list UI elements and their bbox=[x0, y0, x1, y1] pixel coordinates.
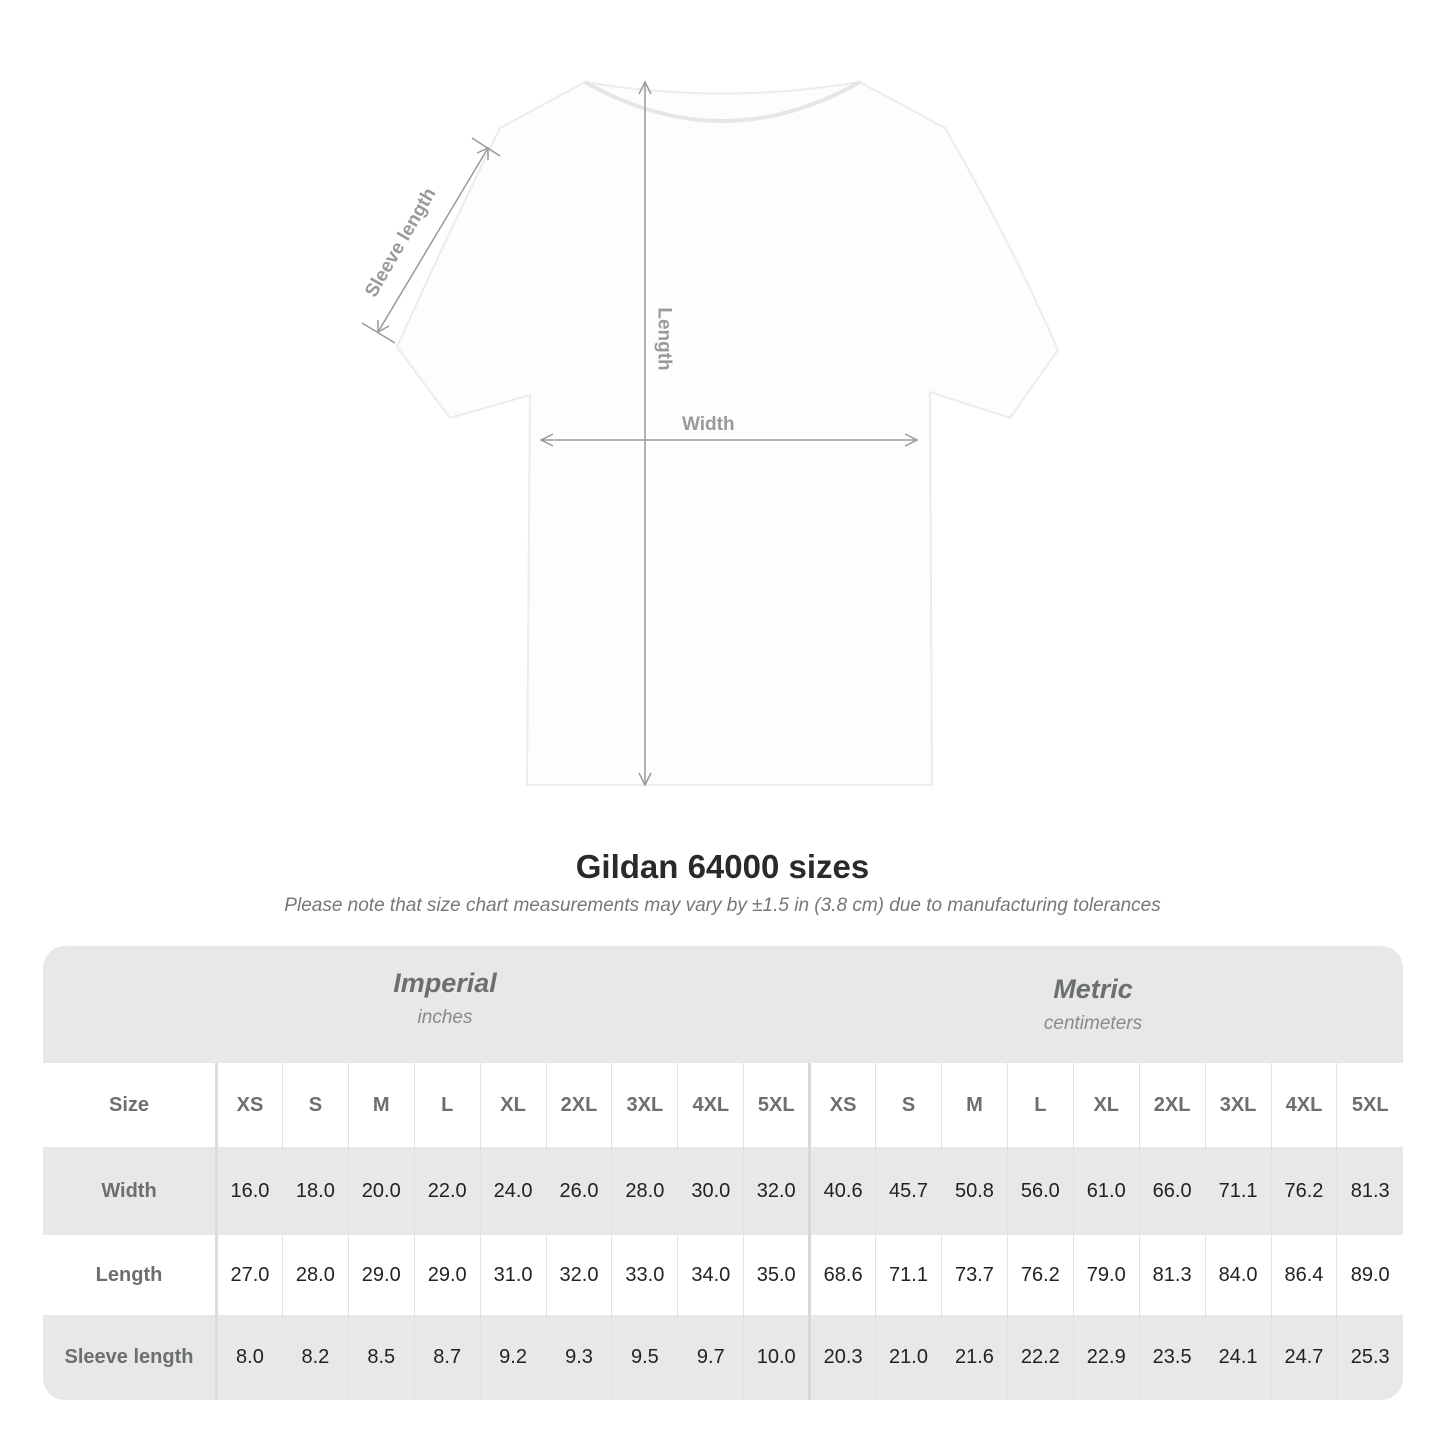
metric-value-cell: 23.5 bbox=[1138, 1315, 1206, 1400]
imperial-size-XL: XL bbox=[479, 1063, 547, 1147]
metric-value-cell: 84.0 bbox=[1204, 1235, 1271, 1315]
imperial-value-cell: 9.5 bbox=[611, 1315, 678, 1400]
imperial-size-3XL: 3XL bbox=[611, 1063, 678, 1147]
imperial-value-cell: 32.0 bbox=[743, 1147, 810, 1235]
imperial-size-XS: XS bbox=[216, 1063, 283, 1147]
imperial-value-cell: 9.2 bbox=[479, 1315, 547, 1400]
length-label: Length bbox=[653, 307, 675, 371]
metric-value-cell: 71.1 bbox=[875, 1235, 942, 1315]
metric-value-cell: 21.0 bbox=[875, 1315, 942, 1400]
width-label: Width bbox=[682, 414, 735, 435]
imperial-value-cell: 33.0 bbox=[611, 1235, 678, 1315]
imperial-size-L: L bbox=[413, 1063, 481, 1147]
imperial-value-cell: 9.3 bbox=[545, 1315, 612, 1400]
metric-size-XS: XS bbox=[808, 1063, 876, 1147]
imperial-value-cell: 29.0 bbox=[413, 1235, 481, 1315]
imperial-size-2XL: 2XL bbox=[545, 1063, 612, 1147]
metric-size-L: L bbox=[1006, 1063, 1074, 1147]
metric-title: Metric bbox=[1053, 974, 1133, 1004]
imperial-value-cell: 18.0 bbox=[281, 1147, 349, 1235]
metric-size-5XL: 5XL bbox=[1336, 1063, 1403, 1147]
size-header-row: Size XS S M L XL 2XL 3XL 4XL 5XL XS S M L XL 2XL 3XL 4XL 5… bbox=[43, 1063, 1403, 1147]
imperial-size-M: M bbox=[347, 1063, 415, 1147]
metric-value-cell: 20.3 bbox=[808, 1315, 876, 1400]
imperial-value-cell: 9.7 bbox=[677, 1315, 744, 1400]
metric-size-M: M bbox=[940, 1063, 1008, 1147]
metric-size-4XL: 4XL bbox=[1270, 1063, 1337, 1147]
metric-value-cell: 40.6 bbox=[808, 1147, 876, 1235]
imperial-value-cell: 24.0 bbox=[479, 1147, 547, 1235]
tshirt-diagram bbox=[361, 80, 1060, 787]
imperial-value-cell: 27.0 bbox=[216, 1235, 283, 1315]
tshirt-collar bbox=[584, 80, 861, 123]
imperial-value-cell: 10.0 bbox=[743, 1315, 810, 1400]
metric-value-cell: 86.4 bbox=[1270, 1235, 1337, 1315]
imperial-value-cell: 26.0 bbox=[545, 1147, 612, 1235]
imperial-size-4XL: 4XL bbox=[677, 1063, 744, 1147]
size-row-label: Size bbox=[43, 1063, 218, 1147]
metric-value-cell: 81.3 bbox=[1336, 1147, 1403, 1235]
imperial-size-S: S bbox=[281, 1063, 349, 1147]
metric-value-cell: 68.6 bbox=[808, 1235, 876, 1315]
metric-size-2XL: 2XL bbox=[1138, 1063, 1206, 1147]
metric-value-cell: 21.6 bbox=[940, 1315, 1008, 1400]
imperial-value-cell: 22.0 bbox=[413, 1147, 481, 1235]
imperial-value-cell: 30.0 bbox=[677, 1147, 744, 1235]
imperial-value-cell: 32.0 bbox=[545, 1235, 612, 1315]
metric-value-cell: 61.0 bbox=[1072, 1147, 1140, 1235]
row-label: Width bbox=[43, 1147, 218, 1235]
metric-value-cell: 81.3 bbox=[1138, 1235, 1206, 1315]
imperial-value-cell: 34.0 bbox=[677, 1235, 744, 1315]
imperial-value-cell: 8.5 bbox=[347, 1315, 415, 1400]
tolerance-note: Please note that size chart measurements… bbox=[284, 895, 1161, 916]
metric-value-cell: 22.2 bbox=[1006, 1315, 1074, 1400]
tshirt-shape bbox=[395, 80, 1060, 786]
imperial-value-cell: 28.0 bbox=[281, 1235, 349, 1315]
imperial-value-cell: 8.7 bbox=[413, 1315, 481, 1400]
sleeve-line bbox=[377, 147, 489, 333]
imperial-title: Imperial bbox=[393, 968, 497, 998]
row-label: Length bbox=[43, 1235, 218, 1315]
size-chart: Imperial inches Metric centimeters Size X… bbox=[43, 946, 1403, 1400]
page-title: Gildan 64000 sizes bbox=[575, 848, 870, 885]
metric-size-3XL: 3XL bbox=[1204, 1063, 1271, 1147]
metric-value-cell: 79.0 bbox=[1072, 1235, 1140, 1315]
metric-value-cell: 76.2 bbox=[1006, 1235, 1074, 1315]
metric-value-cell: 76.2 bbox=[1270, 1147, 1337, 1235]
table-row: Width 16.0 18.0 20.0 22.0 24.0 26.0 28.0 30.0 32.… bbox=[43, 1147, 1403, 1235]
metric-value-cell: 71.1 bbox=[1204, 1147, 1271, 1235]
row-label: Sleeve length bbox=[43, 1315, 218, 1400]
imperial-header: Imperial inches bbox=[245, 968, 645, 1029]
imperial-size-5XL: 5XL bbox=[743, 1063, 810, 1147]
table-row: Length 27.0 28.0 29.0 29.0 31.0 32.0 33.0 34.0 35… bbox=[43, 1235, 1403, 1315]
imperial-value-cell: 8.0 bbox=[216, 1315, 283, 1400]
metric-value-cell: 66.0 bbox=[1138, 1147, 1206, 1235]
imperial-value-cell: 8.2 bbox=[281, 1315, 349, 1400]
imperial-value-cell: 16.0 bbox=[216, 1147, 283, 1235]
imperial-value-cell: 28.0 bbox=[611, 1147, 678, 1235]
metric-value-cell: 24.1 bbox=[1204, 1315, 1271, 1400]
metric-value-cell: 25.3 bbox=[1336, 1315, 1403, 1400]
imperial-value-cell: 20.0 bbox=[347, 1147, 415, 1235]
metric-value-cell: 73.7 bbox=[940, 1235, 1008, 1315]
metric-unit: centimeters bbox=[1043, 1013, 1143, 1034]
metric-size-S: S bbox=[875, 1063, 942, 1147]
imperial-value-cell: 35.0 bbox=[743, 1235, 810, 1315]
imperial-value-cell: 29.0 bbox=[347, 1235, 415, 1315]
metric-value-cell: 50.8 bbox=[940, 1147, 1008, 1235]
metric-value-cell: 24.7 bbox=[1270, 1315, 1337, 1400]
metric-value-cell: 22.9 bbox=[1072, 1315, 1140, 1400]
metric-value-cell: 45.7 bbox=[875, 1147, 942, 1235]
imperial-unit: inches bbox=[417, 1007, 473, 1028]
imperial-value-cell: 31.0 bbox=[479, 1235, 547, 1315]
table-row: Sleeve length 8.0 8.2 8.5 8.7 9.2 9.3 9.5 9.7 10.… bbox=[43, 1315, 1403, 1400]
size-table: Size XS S M L XL 2XL 3XL 4XL 5XL XS S M L XL 2XL 3XL 4XL 5… bbox=[43, 1063, 1403, 1400]
metric-value-cell: 89.0 bbox=[1336, 1235, 1403, 1315]
metric-header: Metric centimeters bbox=[893, 974, 1293, 1035]
metric-size-XL: XL bbox=[1072, 1063, 1140, 1147]
metric-value-cell: 56.0 bbox=[1006, 1147, 1074, 1235]
